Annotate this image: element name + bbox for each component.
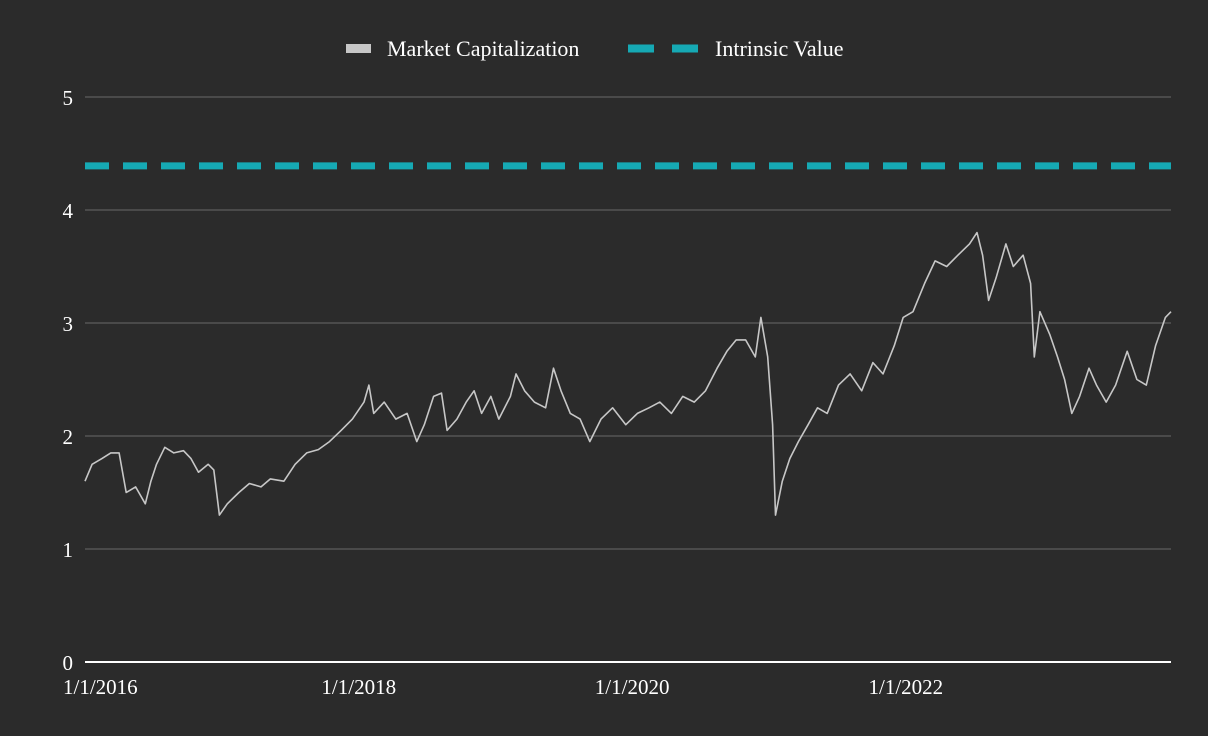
gridlines	[85, 96, 1171, 550]
y-axis-tick-labels: 0 1 2 3 4 5	[63, 86, 74, 675]
y-tick-label-2: 2	[63, 425, 74, 449]
series-group	[84, 162, 1172, 516]
x-tick-label-0: 1/1/2016	[63, 675, 138, 699]
legend-label-market-cap: Market Capitalization	[387, 36, 579, 61]
x-tick-label-2: 1/1/2020	[595, 675, 670, 699]
series-line-market-capitalization	[84, 231, 1172, 516]
legend: Market Capitalization Intrinsic Value	[346, 36, 844, 61]
legend-swatch-market-cap	[346, 44, 371, 53]
y-tick-label-4: 4	[63, 199, 74, 223]
y-tick-label-5: 5	[63, 86, 74, 110]
y-tick-label-3: 3	[63, 312, 74, 336]
legend-label-intrinsic-value: Intrinsic Value	[715, 36, 844, 61]
x-tick-label-1: 1/1/2018	[321, 675, 396, 699]
x-tick-label-3: 1/1/2022	[869, 675, 944, 699]
y-tick-label-0: 0	[63, 651, 74, 675]
x-axis-tick-labels: 1/1/2016 1/1/2018 1/1/2020 1/1/2022	[63, 675, 943, 699]
y-tick-label-1: 1	[63, 538, 74, 562]
